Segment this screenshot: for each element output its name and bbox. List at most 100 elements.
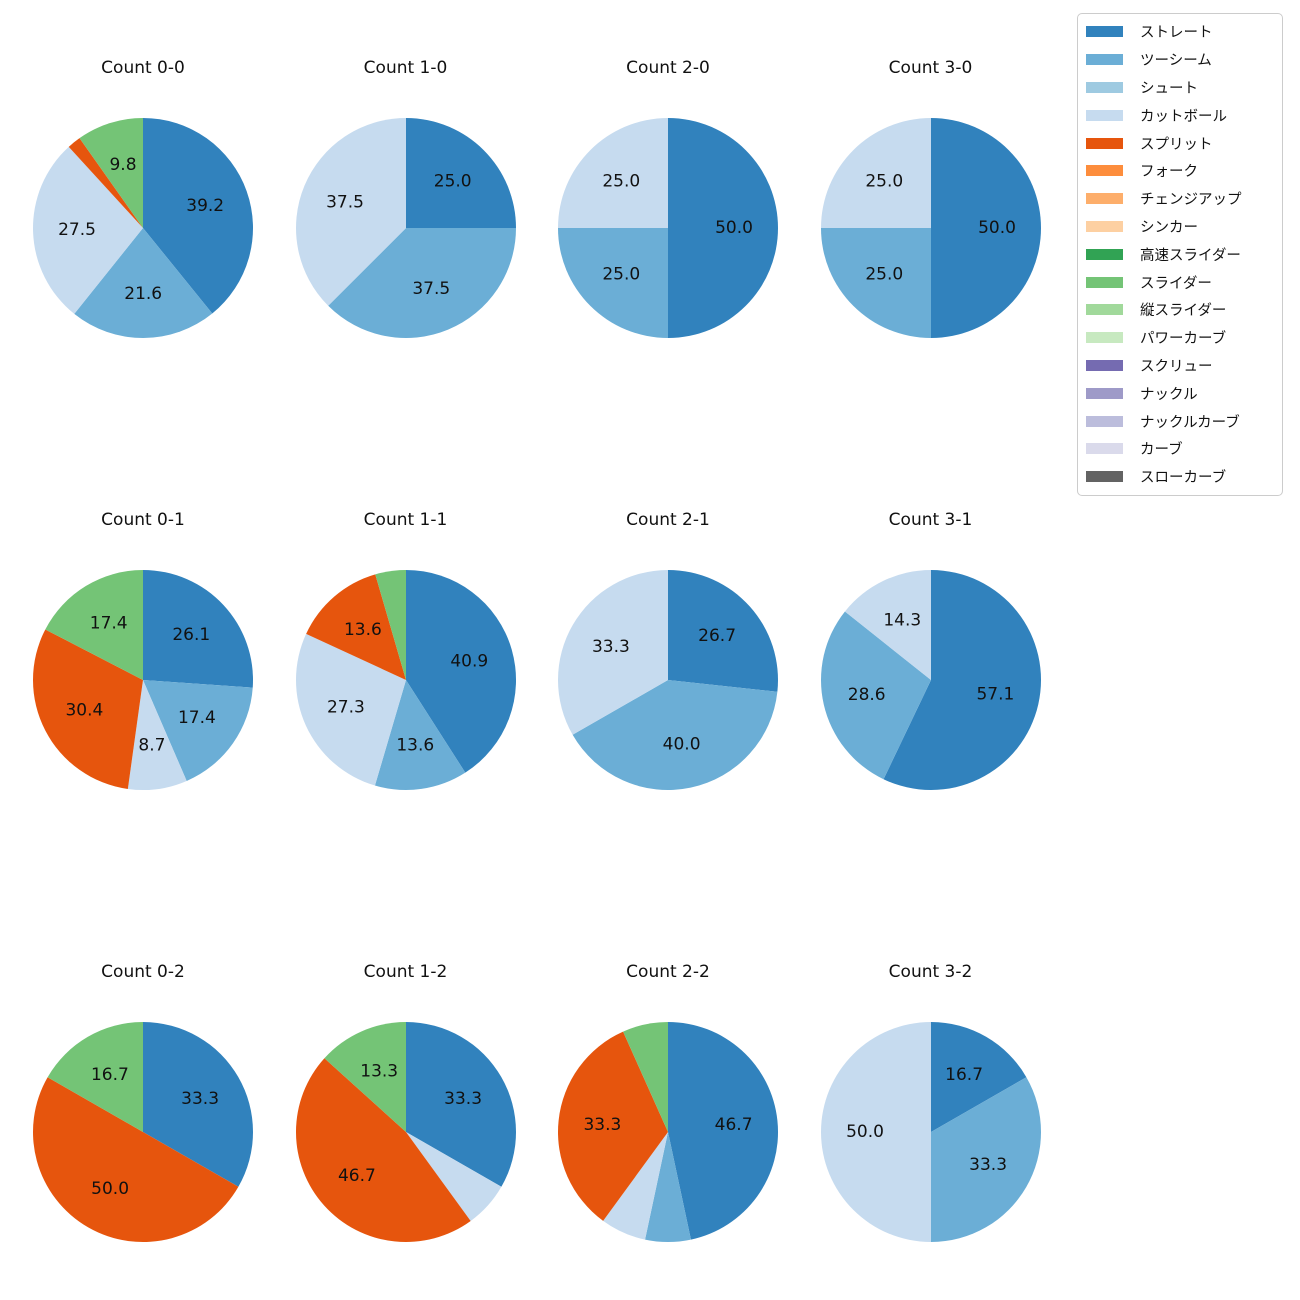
- legend-item-label: シンカー: [1140, 219, 1198, 236]
- legend-item-label: スライダー: [1140, 275, 1212, 292]
- pie-slice-label: 8.7: [138, 735, 165, 755]
- legend-item: チェンジアップ: [1078, 185, 1282, 213]
- pie: 50.0 25.0 25.0: [820, 118, 1041, 338]
- pie-slice-label: 40.0: [663, 735, 701, 755]
- legend-item-label: スローカーブ: [1140, 470, 1227, 487]
- pie-slice: [820, 118, 931, 228]
- pie-chart-count-1-0: Count 1-0 25.0 37.5 37.5: [291, 57, 521, 343]
- chart-title: Count 0-0: [101, 58, 185, 78]
- pie-slice: [143, 680, 253, 781]
- pie-slice: [603, 1132, 668, 1240]
- pie-slice: [305, 574, 406, 680]
- pie: 57.1 28.6 14.3: [820, 570, 1041, 790]
- legend-item: 縦スライダー: [1078, 296, 1282, 324]
- pie-chart-count-2-0: Count 2-0 50.0 25.0 25.0: [553, 57, 783, 343]
- pie-slice: [405, 1022, 516, 1187]
- pie-slice: [295, 1058, 471, 1243]
- legend-swatch-icon: [1086, 137, 1123, 149]
- pie: 40.9 13.6 27.3 13.6: [295, 570, 516, 791]
- legend-item-label: カーブ: [1140, 442, 1183, 459]
- legend-swatch-icon: [1086, 54, 1123, 66]
- legend-swatch-icon: [1086, 443, 1123, 455]
- legend-item-label: カットボール: [1140, 108, 1227, 125]
- pie-slice: [374, 680, 465, 791]
- pie-chart-count-0-2: Count 0-2 33.3 50.0 16.7: [28, 961, 258, 1247]
- pie-chart-count-1-1: Count 1-1 40.9 13.6 27.3 13.6: [291, 509, 521, 795]
- pie-slice: [405, 570, 516, 773]
- legend-swatch-icon: [1086, 276, 1123, 288]
- pie-slice-label: 21.6: [124, 284, 162, 304]
- legend: ストレート ツーシーム シュート カットボール スプリット フォーク チェンジア…: [1077, 13, 1283, 496]
- pie-slice-label: 37.5: [412, 279, 450, 299]
- pie-slice-label: 50.0: [715, 218, 753, 238]
- pie-slice-label: 27.3: [326, 697, 364, 717]
- pie-slice-label: 39.2: [186, 196, 224, 216]
- legend-item: スプリット: [1078, 129, 1282, 157]
- legend-swatch-icon: [1086, 471, 1123, 483]
- pie-slice: [374, 570, 406, 680]
- pie-slice: [930, 1077, 1041, 1242]
- legend-item: スライダー: [1078, 268, 1282, 296]
- legend-swatch-icon: [1086, 81, 1123, 93]
- pie-chart-count-0-1: Count 0-1 26.1 17.4 8.7 30.4 17.4: [28, 509, 258, 795]
- pie: 26.1 17.4 8.7 30.4 17.4: [32, 570, 254, 790]
- pie-slice-label: 50.0: [846, 1122, 884, 1142]
- pie-slice-label: 13.3: [360, 1062, 398, 1082]
- pie-slice: [557, 570, 668, 735]
- legend-swatch-icon: [1086, 248, 1123, 260]
- chart-title: Count 1-1: [363, 510, 448, 530]
- pie-slice-label: 33.3: [181, 1089, 219, 1109]
- pie: 26.7 40.0 33.3: [557, 570, 778, 790]
- pie-chart-count-3-2: Count 3-2 16.7 33.3 50.0: [816, 961, 1046, 1247]
- pie-slice: [572, 680, 778, 790]
- legend-swatch-icon: [1086, 332, 1123, 344]
- chart-title: Count 1-2: [363, 962, 448, 982]
- pie-slice: [844, 570, 931, 680]
- pie-slice-label: 25.0: [602, 171, 640, 191]
- legend-item-label: シュート: [1140, 80, 1198, 97]
- legend-item: スローカーブ: [1078, 463, 1282, 491]
- pie-slice-label: 17.4: [90, 614, 128, 634]
- legend-swatch-icon: [1086, 220, 1123, 232]
- pie-slice-label: 33.3: [444, 1089, 482, 1109]
- legend-item: ナックルカーブ: [1078, 407, 1282, 435]
- legend-swatch-icon: [1086, 359, 1123, 371]
- legend-item: ストレート: [1078, 18, 1282, 46]
- legend-swatch-icon: [1086, 415, 1123, 427]
- pie-slice: [405, 118, 516, 228]
- chart-title: Count 0-2: [101, 962, 185, 982]
- pie-slice: [33, 146, 143, 314]
- pie: 25.0 37.5 37.5: [295, 118, 516, 338]
- pie-slice: [143, 570, 254, 688]
- pie-slice: [79, 118, 143, 228]
- legend-item: 高速スライダー: [1078, 240, 1282, 268]
- pie-slice: [143, 118, 254, 314]
- pie-slice-label: 14.3: [883, 611, 921, 631]
- pie-slice-label: 33.3: [583, 1115, 621, 1135]
- pie-slice-label: 57.1: [976, 685, 1014, 705]
- pie-slice: [820, 1022, 931, 1242]
- pie-slice-label: 26.7: [698, 626, 736, 646]
- pie: 16.7 33.3 50.0: [820, 1022, 1041, 1242]
- pie-chart-count-3-0: Count 3-0 50.0 25.0 25.0: [816, 57, 1046, 343]
- pie-slice-label: 16.7: [945, 1065, 983, 1085]
- legend-item: パワーカーブ: [1078, 324, 1282, 352]
- chart-title: Count 2-2: [626, 962, 710, 982]
- chart-title: Count 2-1: [626, 510, 710, 530]
- pie-slice: [68, 138, 143, 228]
- chart-title: Count 3-0: [888, 58, 973, 78]
- pie-slice-label: 16.7: [91, 1065, 129, 1085]
- pie-slice: [295, 118, 406, 306]
- pie-chart-count-0-0: Count 0-0 39.2 21.6 27.5 9.8: [28, 57, 258, 343]
- legend-item: カーブ: [1078, 435, 1282, 463]
- legend-swatch-icon: [1086, 304, 1123, 316]
- pie-slice-label: 50.0: [91, 1179, 129, 1199]
- pie-slice: [32, 629, 143, 789]
- pie-slice-label: 33.3: [592, 637, 630, 657]
- pie-slice-label: 17.4: [178, 708, 216, 728]
- pie-slice-label: 25.0: [865, 171, 903, 191]
- pie-slice-label: 28.6: [847, 685, 885, 705]
- pie-slice: [74, 228, 213, 338]
- pie-slice: [327, 228, 516, 338]
- pie-slice: [295, 633, 406, 786]
